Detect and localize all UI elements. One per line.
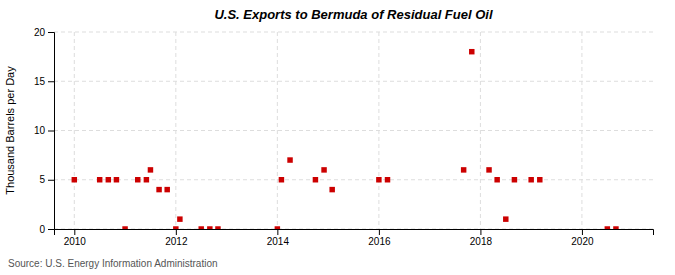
y-tick-mark xyxy=(48,32,54,33)
point xyxy=(512,177,517,182)
point xyxy=(135,177,140,182)
y-tick: 0 xyxy=(39,224,54,235)
y-tick-label: 20 xyxy=(34,27,46,38)
point xyxy=(72,177,77,182)
y-tick: 15 xyxy=(34,76,54,87)
point xyxy=(114,177,119,182)
y-axis: 0 5 10 15 20 xyxy=(34,27,55,235)
source-note: Source: U.S. Energy Information Administ… xyxy=(8,258,218,269)
point xyxy=(528,177,533,182)
x-tick-mark xyxy=(176,229,177,235)
x-tick-label: 2010 xyxy=(64,236,87,247)
y-tick-label: 5 xyxy=(39,174,45,185)
point xyxy=(486,167,491,172)
y-grid-line xyxy=(54,32,653,33)
y-tick-label: 0 xyxy=(39,224,45,235)
y-grid-line xyxy=(54,81,653,82)
y-grid-line xyxy=(54,130,653,131)
point xyxy=(494,177,499,182)
y-axis-label: Thousand Barrels per Day xyxy=(4,66,16,195)
x-tick-label: 2012 xyxy=(165,236,188,247)
point xyxy=(144,177,149,182)
x-grid-line xyxy=(378,32,379,229)
point xyxy=(198,226,203,229)
point xyxy=(156,187,161,192)
point xyxy=(122,226,127,229)
x-tick-mark xyxy=(74,229,75,235)
y-tick-mark xyxy=(48,180,54,181)
y-tick: 20 xyxy=(34,27,54,38)
x-tick: 2020 xyxy=(571,229,594,247)
point xyxy=(329,187,334,192)
point xyxy=(503,216,508,221)
point xyxy=(177,216,182,221)
x-grid-line xyxy=(74,32,75,229)
y-tick: 5 xyxy=(39,174,54,185)
point xyxy=(275,226,280,229)
point xyxy=(287,157,292,162)
x-grid-line xyxy=(277,32,278,229)
x-tick-label: 2014 xyxy=(267,236,290,247)
point xyxy=(97,177,102,182)
x-tick: 2010 xyxy=(64,229,87,247)
point xyxy=(164,187,169,192)
y-tick-mark xyxy=(48,229,54,230)
y-tick-label: 10 xyxy=(34,125,46,136)
title: U.S. Exports to Bermuda of Residual Fuel… xyxy=(214,7,492,22)
point xyxy=(385,177,390,182)
plot-area: 2010 2012 2014 2016 2018 2020 0 5 10 15 20 xyxy=(34,27,654,247)
point xyxy=(613,226,618,229)
x-tick-mark xyxy=(379,229,380,235)
x-tick: 2018 xyxy=(470,229,493,247)
x-tick-label: 2020 xyxy=(571,236,594,247)
point xyxy=(321,167,326,172)
x-axis-line xyxy=(55,230,654,236)
point xyxy=(148,167,153,172)
x-tick: 2016 xyxy=(368,229,391,247)
grid xyxy=(54,32,653,229)
x-grid-line xyxy=(175,32,176,229)
x-tick: 2014 xyxy=(267,229,290,247)
y-tick: 10 xyxy=(34,125,54,136)
point xyxy=(313,177,318,182)
x-grid-line xyxy=(480,32,481,229)
x-tick-label: 2018 xyxy=(470,236,493,247)
x-grid-line xyxy=(581,32,582,229)
y-tick-mark xyxy=(48,131,54,132)
y-tick-label: 15 xyxy=(34,76,46,87)
point xyxy=(106,177,111,182)
point xyxy=(461,167,466,172)
x-tick-mark xyxy=(480,229,481,235)
point xyxy=(376,177,381,182)
x-tick-mark xyxy=(582,229,583,235)
y-tick-mark xyxy=(48,81,54,82)
point xyxy=(605,226,610,229)
points xyxy=(72,49,619,229)
x-axis: 2010 2012 2014 2016 2018 2020 xyxy=(55,229,654,247)
y-axis-line xyxy=(48,33,55,230)
point xyxy=(469,49,474,54)
point xyxy=(279,177,284,182)
x-tick: 2012 xyxy=(165,229,188,247)
x-tick-mark xyxy=(277,229,278,235)
point xyxy=(215,226,220,229)
point xyxy=(537,177,542,182)
x-tick-label: 2016 xyxy=(368,236,391,247)
chart: 2010 2012 2014 2016 2018 2020 0 5 10 15 20 U.S. Exp… xyxy=(0,0,675,275)
point xyxy=(207,226,212,229)
point xyxy=(173,226,178,229)
